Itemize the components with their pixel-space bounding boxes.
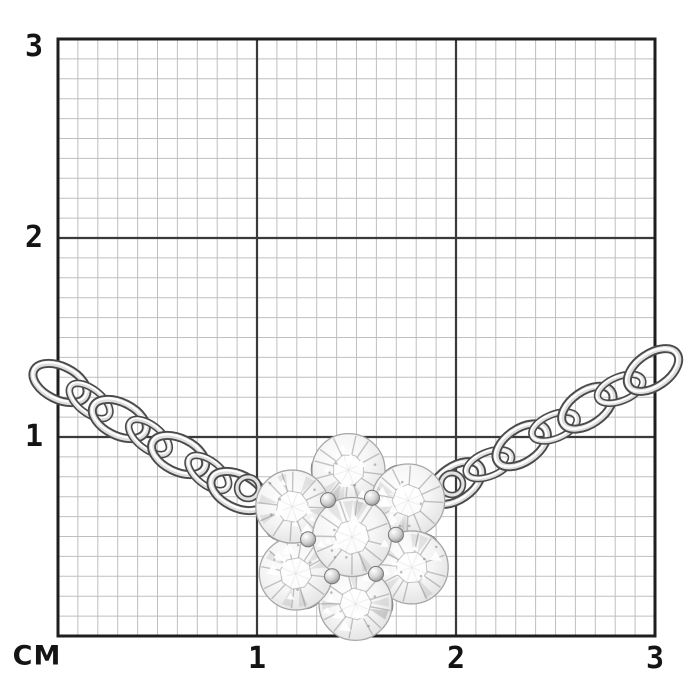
- diamond-stone: [311, 432, 386, 508]
- y-tick-label-1: 1: [24, 419, 44, 454]
- chain-link: [147, 430, 211, 480]
- y-tick-label-3: 3: [24, 29, 44, 64]
- chain-link: [28, 358, 92, 408]
- connector-ring: [233, 473, 263, 503]
- chain-link: [528, 408, 581, 445]
- chain-link: [593, 370, 647, 408]
- bead-prong: [363, 489, 380, 506]
- x-tick-label-1: 1: [247, 641, 267, 676]
- chain-link: [557, 381, 618, 434]
- bead-prong: [300, 531, 317, 548]
- necklace: [28, 344, 684, 642]
- diamond-stone: [318, 566, 393, 642]
- diamond-stone: [311, 496, 393, 578]
- diamond-stone: [258, 536, 333, 611]
- x-tick-label-2: 2: [446, 641, 466, 676]
- chain-link: [87, 394, 151, 444]
- chain-link: [622, 344, 684, 396]
- flower-cluster-pendant: [255, 432, 449, 642]
- chain-link: [184, 451, 233, 495]
- unit-label: СМ: [12, 640, 62, 672]
- bead-prong: [387, 526, 404, 543]
- y-tick-label-2: 2: [24, 220, 44, 255]
- chain-link: [462, 445, 516, 483]
- diamond-stone: [374, 530, 449, 605]
- x-tick-label-3: 3: [645, 641, 665, 676]
- bead-prong: [367, 565, 384, 582]
- chain-link: [124, 415, 174, 459]
- diamond-stone: [255, 469, 330, 544]
- bead-prong: [324, 568, 341, 585]
- chain-link: [65, 379, 114, 423]
- chain-link: [491, 419, 552, 472]
- bead-prong: [320, 492, 337, 509]
